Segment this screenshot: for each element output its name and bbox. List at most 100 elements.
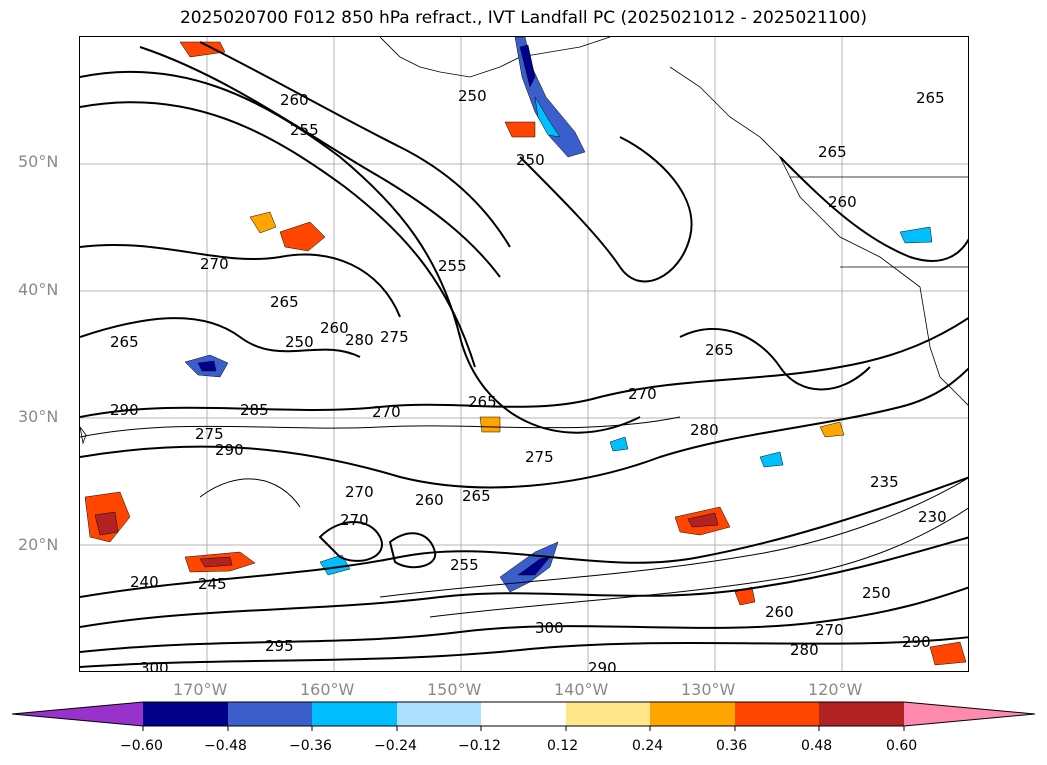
cyan-blob-ne xyxy=(899,226,933,244)
cyan-blob-east xyxy=(759,451,784,468)
darkred-blob-sw xyxy=(94,511,119,536)
lon-label-130w: 130°W xyxy=(681,680,736,699)
bc-coast xyxy=(669,66,921,288)
lon-label-140w: 140°W xyxy=(554,680,609,699)
colorbar-tick-label: 0.60 xyxy=(886,738,918,754)
contour-5 xyxy=(80,243,401,318)
contour-label: 295 xyxy=(265,637,294,655)
lon-label-120w: 120°W xyxy=(808,680,863,699)
contour-label: 300 xyxy=(535,619,564,637)
contour-label: 255 xyxy=(290,121,319,139)
contour-10 xyxy=(80,536,968,628)
contour-label: 270 xyxy=(340,511,369,529)
contour-1 xyxy=(80,70,641,434)
contour-6 xyxy=(80,317,361,358)
red-blob-1 xyxy=(279,221,326,252)
colorbar-tick-label: 0.36 xyxy=(716,738,748,754)
contour-label: 255 xyxy=(450,556,479,574)
contour-label: 270 xyxy=(345,483,374,501)
contour-label: 280 xyxy=(790,641,819,659)
coastline xyxy=(80,37,968,445)
colorbar-segment xyxy=(312,702,397,726)
alaska-coast xyxy=(379,37,611,78)
contour-thin-4 xyxy=(199,478,301,508)
colorbar-segment xyxy=(143,702,228,726)
contour-label: 240 xyxy=(130,573,159,591)
colorbar-segment xyxy=(481,702,566,726)
lat-label-50n: 50°N xyxy=(18,152,59,171)
contour-label: 255 xyxy=(438,257,467,275)
contour-label: 270 xyxy=(815,621,844,639)
navy-core-north xyxy=(519,44,536,88)
contour-label: 285 xyxy=(240,401,269,419)
contour-label: 230 xyxy=(918,508,947,526)
colorbar-tick-label: 0.12 xyxy=(547,738,579,754)
contour-8 xyxy=(80,367,968,489)
red-blob-far-se xyxy=(929,641,967,666)
contour-label: 260 xyxy=(280,91,309,109)
contour-label: 290 xyxy=(902,633,931,651)
red-blob-nw xyxy=(179,41,226,58)
island-west xyxy=(80,426,87,445)
contour-label: 260 xyxy=(320,319,349,337)
red-blob-gulf xyxy=(504,121,536,138)
cyan-blob-mid xyxy=(609,436,629,452)
contour-label: 300 xyxy=(140,659,169,672)
contour-4 xyxy=(199,41,511,248)
contour-thin-3 xyxy=(429,507,968,618)
darkred-band-south xyxy=(199,556,233,568)
figure-title: 2025020700 F012 850 hPa refract., IVT La… xyxy=(179,8,867,28)
contour-14 xyxy=(679,328,871,391)
colorbar xyxy=(11,701,1036,731)
contour-label: 260 xyxy=(828,193,857,211)
lon-label-150w: 150°W xyxy=(427,680,482,699)
contour-label: 265 xyxy=(110,333,139,351)
colorbar-segment xyxy=(650,702,735,726)
contour-lines-thin xyxy=(80,416,968,618)
orange-blob-1 xyxy=(249,211,277,234)
colorbar-segment xyxy=(397,702,481,726)
contour-label: 265 xyxy=(916,89,945,107)
contour-label: 260 xyxy=(415,491,444,509)
colorbar-tick-label: −0.12 xyxy=(458,738,501,754)
contour-11 xyxy=(80,586,968,653)
contour-label: 245 xyxy=(198,575,227,593)
lon-label-170w: 170°W xyxy=(173,680,228,699)
contour-9 xyxy=(80,476,968,598)
colorbar-segment xyxy=(228,702,312,726)
contour-2 xyxy=(80,101,476,368)
contour-label: 270 xyxy=(372,403,401,421)
contour-label: 250 xyxy=(516,151,545,169)
colorbar-tick-label: −0.60 xyxy=(120,738,163,754)
colorbar-tick-label: −0.48 xyxy=(204,738,247,754)
colorbar-tick-label: 0.24 xyxy=(632,738,664,754)
contour-label: 290 xyxy=(110,401,139,419)
colorbar-segment xyxy=(735,702,819,726)
graticule xyxy=(80,37,968,671)
contour-13 xyxy=(519,136,693,283)
navy-blob-west xyxy=(197,360,217,372)
contour-label: 280 xyxy=(345,331,374,349)
contour-thin-1 xyxy=(80,416,681,438)
contour-label: 265 xyxy=(468,393,497,411)
map-canvas: 250 255 250 260 265 265 260 270 265 255 … xyxy=(80,37,968,672)
contour-label: 270 xyxy=(628,385,657,403)
contour-closed-2 xyxy=(388,532,437,569)
ca-coast xyxy=(919,286,968,406)
contour-label: 275 xyxy=(195,425,224,443)
contour-label: 290 xyxy=(215,441,244,459)
contour-label: 260 xyxy=(765,603,794,621)
contour-label: 235 xyxy=(870,473,899,491)
darkred-blob-east xyxy=(687,512,719,528)
colorbar-extend-min xyxy=(12,702,143,726)
orange-blob-mid xyxy=(479,416,501,433)
contour-label: 265 xyxy=(818,143,847,161)
contour-label: 290 xyxy=(588,659,617,672)
colorbar-extend-max xyxy=(904,702,1035,726)
contour-label: 250 xyxy=(285,333,314,351)
colorbar-tick-label: −0.24 xyxy=(374,738,417,754)
contour-label: 250 xyxy=(458,87,487,105)
lat-label-40n: 40°N xyxy=(18,280,59,299)
contour-15 xyxy=(779,156,968,262)
map-panel[interactable]: 250 255 250 260 265 265 260 270 265 255 … xyxy=(79,36,969,672)
